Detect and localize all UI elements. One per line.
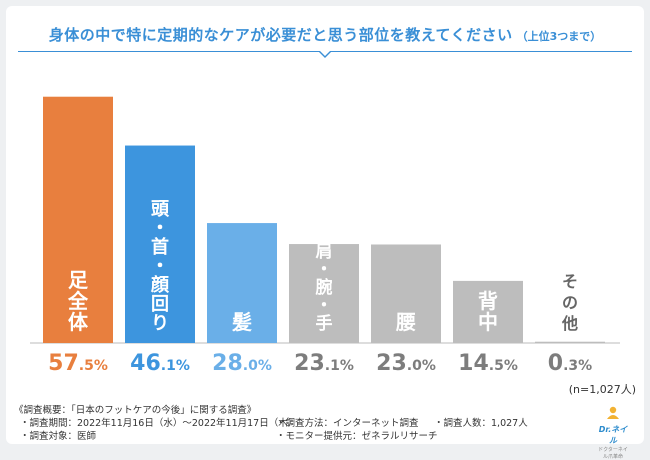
footer-count: ・調査人数：1,027人 — [434, 418, 528, 429]
bar-chart: 足全体57.5%頭・首・顔回り46.1%髪28.0%肩・腕・手23.1%腰23.… — [30, 96, 620, 376]
bar-7-category-char: 他 — [561, 314, 578, 333]
bar-7-value-label: 0.3% — [548, 351, 592, 376]
bar-1-category-char: 全 — [67, 289, 89, 313]
bar-4-value-label: 23.1% — [294, 351, 354, 376]
bar-4-category-char: 肩 — [316, 241, 333, 262]
bar-7-category-char: そ — [562, 272, 578, 291]
dr-nail-logo: Dr.ネイル ドクターネイル爪革命 — [596, 405, 630, 460]
bar-2-category-char: り — [151, 313, 169, 334]
bar-2 — [125, 145, 195, 343]
chart-title: 身体の中で特に定期的なケアが必要だと思う部位を教えてください （上位3つまで） — [0, 24, 650, 45]
bar-6-value-label: 14.5% — [458, 351, 518, 376]
bar-2-category-char: 頭 — [151, 199, 170, 220]
logo-subtext: ドクターネイル爪革命 — [598, 447, 628, 460]
chart-title-main: 身体の中で特に定期的なケアが必要だと思う部位を教えてください — [48, 26, 513, 44]
bar-4-category-char: 腕 — [316, 277, 333, 298]
bar-6-category-char: 中 — [478, 310, 498, 334]
bar-2-category-char: ・ — [151, 256, 169, 277]
footer-method: ・調査方法：インターネット調査 — [276, 418, 419, 429]
bar-1 — [43, 96, 113, 343]
footer-period: ・調査期間：2022年11月16日（水）～2022年11月17日（木） — [20, 418, 298, 429]
sample-size-note: (n=1,027人) — [568, 383, 636, 396]
bar-3-category-char: 髪 — [231, 310, 252, 334]
bar-2-category-char: 顔 — [150, 274, 170, 296]
bar-3 — [207, 223, 277, 343]
bar-1-category-char: 体 — [68, 310, 89, 334]
bar-5 — [371, 244, 441, 343]
bar-1-category-char: 足 — [68, 268, 89, 292]
bar-6-category-char: 背 — [478, 289, 498, 313]
bar-4-category-char: ・ — [316, 296, 333, 316]
bar-6 — [453, 280, 523, 343]
bar-2-category-char: ・ — [151, 218, 169, 239]
footer-target: ・調査対象：医師 — [20, 431, 97, 442]
footer-provider: ・モニター提供元：ゼネラルリサーチ — [276, 431, 438, 442]
bar-3-value-label: 28.0% — [212, 351, 272, 376]
bar-4 — [289, 244, 359, 343]
bar-2-category-char: 回 — [151, 294, 169, 315]
bar-4-category-char: ・ — [316, 260, 333, 280]
bar-5-value-label: 23.0% — [376, 351, 436, 376]
bar-7-category-char: の — [562, 293, 578, 312]
title-caret-inner — [319, 50, 331, 56]
footer-overview: 《調査概要：「日本のフットケアの今後」に関する調査》 — [14, 405, 257, 416]
logo-text: Dr.ネイル — [598, 425, 628, 445]
bar-5-category-char: 腰 — [395, 310, 416, 334]
bar-2-value-label: 46.1% — [130, 351, 190, 376]
chart-title-sub: （上位3つまで） — [516, 30, 602, 43]
bar-7 — [535, 341, 605, 343]
bar-2-category-char: 首 — [151, 236, 169, 258]
bar-4-category-char: 手 — [316, 313, 333, 334]
logo-figure-icon — [607, 406, 619, 419]
bar-1-value-label: 57.5% — [48, 351, 108, 376]
